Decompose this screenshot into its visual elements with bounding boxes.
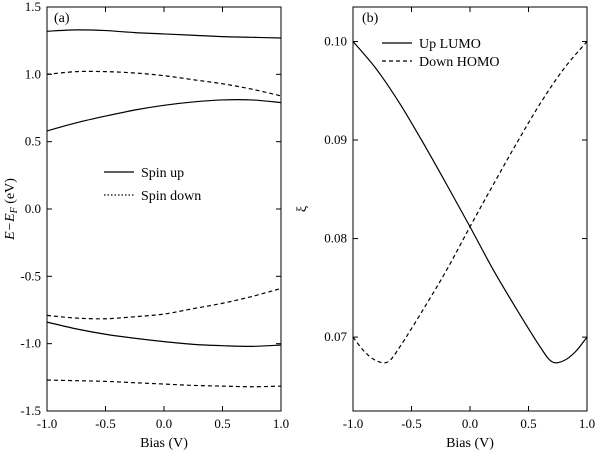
panel-b-x-ticks: -1.0 -0.5 0.0 0.5 1.0 [343, 7, 595, 431]
panel-a-series-level-2-dashed [46, 70, 282, 97]
panel-a-x-tick-label: 0.5 [214, 416, 230, 431]
panel-a-series-level-5-solid [46, 321, 282, 347]
panel-a-y-tick-label: 1.0 [25, 66, 41, 81]
panel-a-series-level-6-dashed [46, 379, 282, 388]
panel-a-y-tick-label: 1.5 [25, 0, 41, 14]
panel-a: (a) -1.0 -0.5 0.0 0.5 1.0 -1.5-1.0-0.50.00.5… [3, 0, 289, 451]
panel-a-y-axis-label-unit: (eV) [3, 178, 18, 207]
panel-a-series-level-3-solid [46, 99, 282, 132]
panel-b-x-tick-label: 1.0 [579, 416, 595, 431]
panel-b-x-tick-label: -0.5 [401, 416, 422, 431]
panel-a-x-tick-label: -0.5 [95, 416, 116, 431]
panel-a-y-tick-label: -1.0 [20, 336, 41, 351]
legend-label-up-lumo: Up LUMO [419, 37, 481, 52]
panel-b-y-tick-label: 0.09 [324, 132, 347, 147]
panel-a-y-tick-label: 0.0 [25, 201, 41, 216]
legend-label-spin-up: Spin up [141, 166, 184, 181]
panel-a-x-axis-label: Bias (V) [140, 436, 188, 451]
panel-a-y-axis-label-sub: F [9, 206, 20, 214]
panel-a-legend: Spin up Spin down [104, 166, 201, 204]
panel-a-y-tick-label: -1.5 [20, 403, 41, 418]
panel-a-frame [46, 6, 282, 412]
panel-b-y-axis-label: ξ [295, 206, 310, 212]
panel-b-y-tick-label: 0.07 [324, 329, 347, 344]
panel-b-x-tick-label: 0.5 [520, 416, 536, 431]
panel-b-series [352, 41, 588, 364]
panel-a-y-ticks: -1.5 -1.0 -0.5 0.0 0.5 1.0 1.5 [20, 0, 281, 418]
panel-b-y-tick-label: 0.08 [324, 231, 347, 246]
panel-a-y-axis-label-main: E−E [3, 213, 18, 241]
panel-a-series-level-1-solid [46, 29, 282, 39]
panel-b-y-ticks: 0.07 0.08 0.09 0.10 [324, 33, 587, 344]
panel-a-y-tick-label: -0.5 [20, 268, 41, 283]
panel-a-y-axis-label: E−EF (eV) [3, 178, 20, 241]
panel-b-series-up-lumo [352, 41, 588, 364]
panel-b-legend: Up LUMO Down HOMO [382, 37, 500, 70]
panel-b-x-tick-label: -1.0 [343, 416, 364, 431]
panel-a-series-level-4-dashed [46, 287, 282, 320]
panel-a-label: (a) [54, 11, 70, 26]
panel-b-label: (b) [362, 11, 379, 26]
panel-a-x-tick-label: -1.0 [37, 416, 58, 431]
panel-a-y-tick-label: 0.5 [25, 134, 41, 149]
panel-a-series [46, 29, 282, 388]
panel-b-y-tick-label: 0.10 [324, 33, 347, 48]
panel-b-series-down-homo [352, 41, 588, 364]
legend-label-spin-down: Spin down [141, 189, 201, 204]
legend-label-down-homo: Down HOMO [419, 55, 500, 70]
panel-b-x-tick-label: 0.0 [462, 416, 478, 431]
panel-a-x-tick-label: 0.0 [156, 416, 172, 431]
panel-b-x-axis-label: Bias (V) [446, 436, 494, 451]
panel-a-x-tick-label: 1.0 [273, 416, 289, 431]
panel-a-x-ticks: -1.0 -0.5 0.0 0.5 1.0 [37, 7, 289, 431]
panel-b: (b) -1.0 -0.5 0.0 0.5 1.0 0.07 0.08 0.09 0.10 B… [295, 6, 595, 451]
